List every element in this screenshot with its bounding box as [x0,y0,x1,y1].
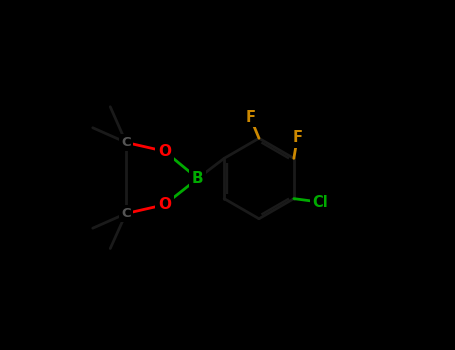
Text: B: B [192,171,203,186]
Text: F: F [293,130,303,145]
Text: F: F [245,110,255,125]
Text: C: C [121,136,131,149]
Text: Cl: Cl [312,195,328,210]
Text: C: C [121,207,131,220]
Text: O: O [158,197,171,212]
Text: O: O [158,144,171,159]
